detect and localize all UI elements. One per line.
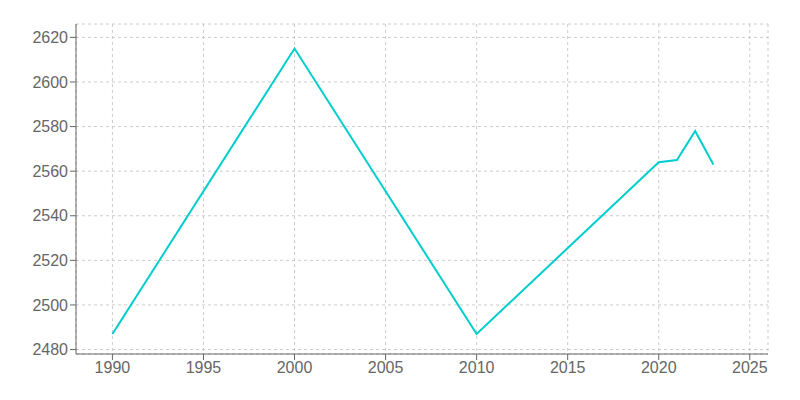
svg-text:2580: 2580: [32, 118, 68, 135]
svg-text:2620: 2620: [32, 29, 68, 46]
svg-text:2540: 2540: [32, 207, 68, 224]
svg-text:1995: 1995: [186, 359, 222, 376]
svg-text:1990: 1990: [95, 359, 131, 376]
svg-text:2015: 2015: [550, 359, 586, 376]
svg-text:2010: 2010: [459, 359, 495, 376]
svg-text:2480: 2480: [32, 341, 68, 358]
svg-text:2025: 2025: [732, 359, 768, 376]
svg-text:2520: 2520: [32, 252, 68, 269]
svg-text:2005: 2005: [368, 359, 404, 376]
svg-text:2000: 2000: [277, 359, 313, 376]
svg-text:2020: 2020: [641, 359, 677, 376]
svg-text:2600: 2600: [32, 74, 68, 91]
svg-text:2560: 2560: [32, 163, 68, 180]
svg-text:2500: 2500: [32, 297, 68, 314]
